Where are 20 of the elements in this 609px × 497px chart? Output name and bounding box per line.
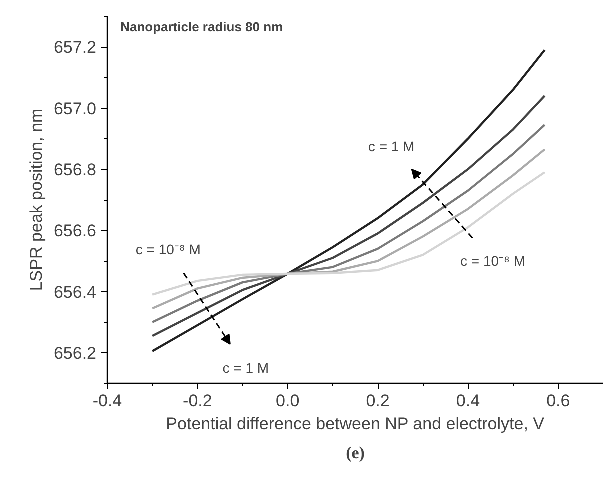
x-tick-label: 0.6 xyxy=(546,392,570,410)
annotation: c = 10⁻⁸ M xyxy=(136,242,201,258)
y-tick-label: 656.6 xyxy=(54,222,97,241)
y-axis-title: LSPR peak position, nm xyxy=(26,108,46,292)
y-tick-label: 657.0 xyxy=(54,99,97,118)
text: (e) xyxy=(346,444,365,462)
x-tick-label: -0.4 xyxy=(92,392,122,410)
x-tick-label: -0.2 xyxy=(183,392,212,410)
annotation: c = 1 M xyxy=(368,138,415,154)
y-tick-label: 656.4 xyxy=(54,282,97,302)
x-tick-label: 0.4 xyxy=(456,392,480,410)
x-axis-title: Potential difference between NP and electrolyte, V xyxy=(166,414,546,434)
annotation: c = 10⁻⁸ M xyxy=(460,253,526,270)
x-tick-label: 0.2 xyxy=(366,392,390,410)
annotation: c = 1 M xyxy=(222,360,270,376)
y-tick-label: 656.2 xyxy=(54,344,97,363)
y-tick-label: 657.2 xyxy=(54,38,97,58)
x-tick-label: 0.0 xyxy=(276,392,300,410)
chart-title: Nanoparticle radius 80 nm xyxy=(120,20,284,35)
y-tick-label: 656.8 xyxy=(54,160,97,180)
